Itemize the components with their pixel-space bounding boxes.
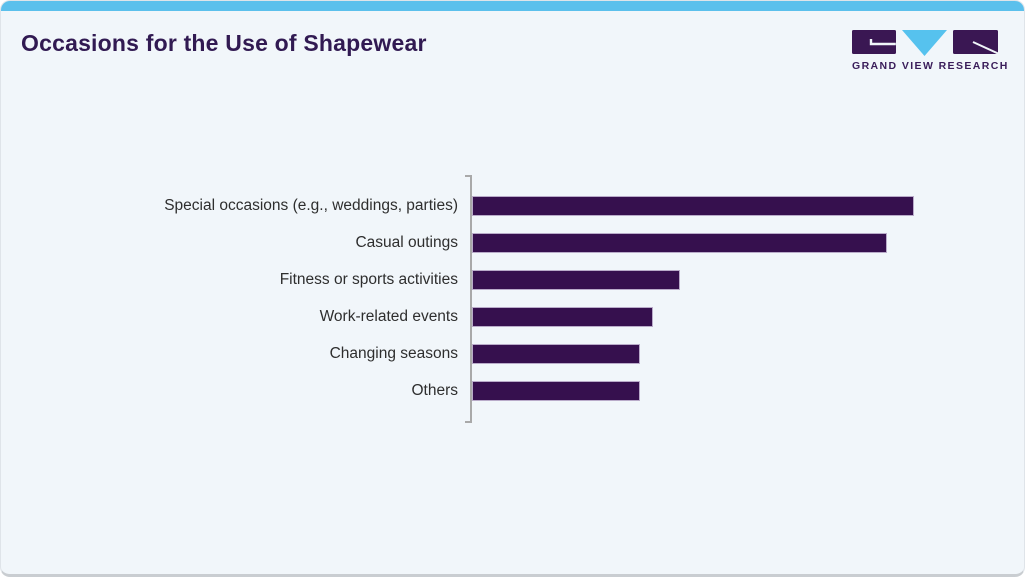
bar <box>472 381 640 401</box>
r-mark-icon <box>953 30 998 55</box>
category-label: Others <box>411 382 458 399</box>
bars <box>472 175 1024 423</box>
bar-chart: Special occasions (e.g., weddings, parti… <box>1 175 1024 423</box>
category-label: Fitness or sports activities <box>279 271 458 288</box>
category-labels: Special occasions (e.g., weddings, parti… <box>1 175 458 423</box>
logo-wordmark: GRAND VIEW RESEARCH <box>852 60 1009 72</box>
category-label: Casual outings <box>355 234 458 251</box>
bar <box>472 307 653 327</box>
g-mark-icon <box>852 30 896 54</box>
category-label: Special occasions (e.g., weddings, parti… <box>164 197 458 214</box>
y-axis-bracket <box>465 175 472 423</box>
v-triangle-icon <box>902 30 947 56</box>
category-label: Work-related events <box>319 308 458 325</box>
page-title: Occasions for the Use of Shapewear <box>21 30 427 56</box>
bar <box>472 233 887 253</box>
bar <box>472 196 914 216</box>
bar <box>472 344 640 364</box>
gvr-logo: GRAND VIEW RESEARCH <box>852 30 1009 72</box>
gvr-logo-icon <box>852 30 998 56</box>
bar <box>472 270 680 290</box>
top-accent-bar <box>1 1 1024 11</box>
category-label: Changing seasons <box>329 345 458 362</box>
